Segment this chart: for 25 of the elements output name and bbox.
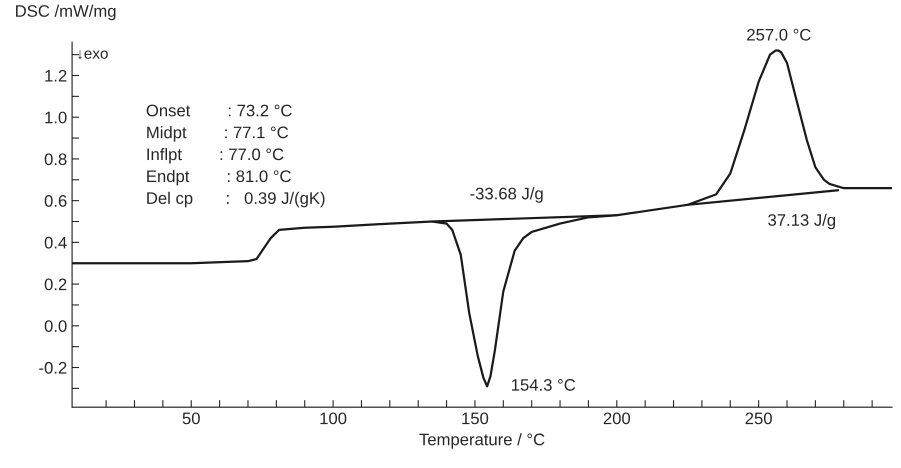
- annotation: 37.13 J/g: [768, 214, 836, 230]
- x-tick-label: 200: [604, 412, 630, 424]
- annotation: 154.3 °C: [512, 379, 576, 391]
- annotation: Inflpt : 77.0 °C: [147, 148, 284, 164]
- annotation: Onset : 73.2 °C: [146, 104, 292, 116]
- y-tick-label: 0.0: [44, 320, 67, 332]
- annotation: -33.68 J/g: [470, 187, 543, 203]
- x-axis-title: Temperature / °C: [419, 433, 544, 449]
- x-tick-label: 250: [746, 412, 772, 424]
- y-tick-label: 0.6: [44, 195, 66, 207]
- annotation: Midpt : 77.1 °C: [147, 126, 288, 142]
- y-tick-label: 1.0: [45, 112, 67, 124]
- y-tick-label: -0.2: [39, 362, 66, 374]
- y-tick-label: 0.4: [44, 236, 67, 249]
- x-tick-label: 50: [182, 412, 200, 424]
- annotation: Del cp : 0.39 J/(gK): [147, 192, 325, 208]
- y-axis-title: DSC /mW/mg: [16, 4, 116, 20]
- text: 257.0 °C: [747, 28, 811, 41]
- annotation: Endpt : 81.0 °C: [147, 170, 291, 186]
- annotation: ↓exo: [78, 50, 108, 60]
- y-tick-label: 0.8: [44, 153, 66, 166]
- x-tick-label: 100: [320, 412, 346, 424]
- x-tick-label: 150: [462, 412, 488, 424]
- y-tick-label: 1.2: [45, 70, 66, 82]
- y-tick-label: 0.2: [44, 278, 66, 290]
